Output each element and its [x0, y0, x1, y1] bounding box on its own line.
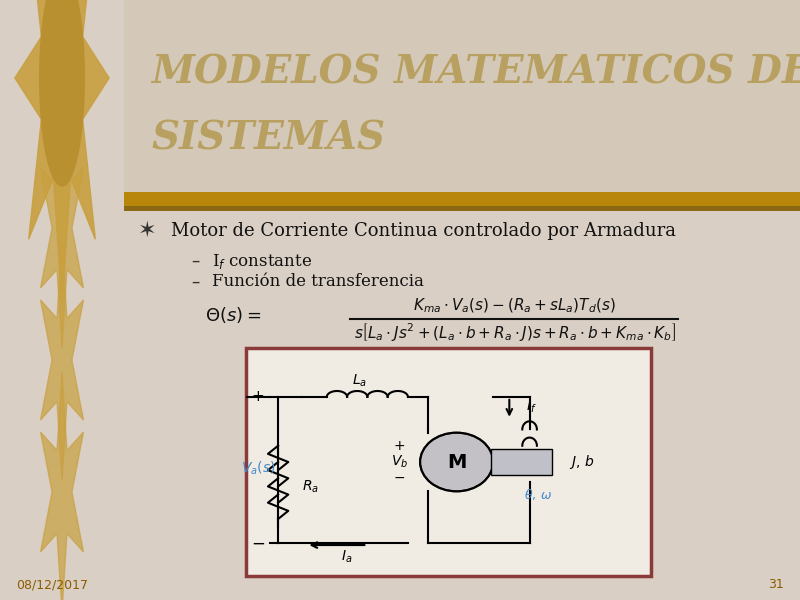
Circle shape	[420, 433, 493, 491]
Text: –: –	[192, 252, 200, 270]
Text: $V_a(s)$: $V_a(s)$	[241, 460, 275, 477]
Text: 08/12/2017: 08/12/2017	[16, 578, 88, 592]
Text: −: −	[394, 471, 406, 485]
Bar	[124, 192, 800, 207]
Polygon shape	[41, 108, 83, 348]
Text: $I_f$: $I_f$	[526, 398, 536, 415]
Text: MODELOS MATEMATICOS DE LOS: MODELOS MATEMATICOS DE LOS	[151, 53, 800, 91]
Text: $\theta,\, \omega$: $\theta,\, \omega$	[524, 487, 552, 502]
Text: SISTEMAS: SISTEMAS	[151, 119, 385, 157]
Circle shape	[40, 0, 84, 186]
Text: −: −	[251, 535, 265, 553]
Text: M: M	[447, 452, 466, 472]
Text: 31: 31	[768, 578, 784, 592]
Text: I$_f$ constante: I$_f$ constante	[212, 251, 312, 271]
Text: Función de transferencia: Función de transferencia	[212, 274, 424, 290]
Text: Motor de Corriente Continua controlado por Armadura: Motor de Corriente Continua controlado p…	[171, 222, 676, 240]
Text: $L_a$: $L_a$	[352, 373, 366, 389]
Polygon shape	[41, 372, 83, 600]
FancyBboxPatch shape	[124, 0, 800, 192]
Text: $I_a$: $I_a$	[342, 548, 353, 565]
FancyBboxPatch shape	[246, 348, 651, 576]
Text: $K_{ma}\cdot V_a(s) - (R_a + sL_a)T_d(s)$: $K_{ma}\cdot V_a(s) - (R_a + sL_a)T_d(s)…	[414, 297, 616, 315]
Text: $\Theta(s) = $: $\Theta(s) = $	[205, 305, 262, 325]
Text: $s\left[ L_a\cdot Js^2 + (L_a\cdot b + R_a\cdot J)s + R_a\cdot b + K_{ma}\cdot K: $s\left[ L_a\cdot Js^2 + (L_a\cdot b + R…	[354, 321, 676, 343]
Polygon shape	[41, 240, 83, 480]
Text: +: +	[251, 389, 264, 404]
Polygon shape	[15, 0, 109, 306]
Text: +: +	[394, 439, 406, 453]
Bar	[124, 206, 800, 211]
Text: $R_a$: $R_a$	[302, 478, 319, 494]
Text: –: –	[192, 273, 200, 291]
Bar	[491, 449, 552, 475]
Text: ✶: ✶	[138, 221, 156, 241]
Text: $V_b$: $V_b$	[390, 454, 408, 470]
Text: $J,\, b$: $J,\, b$	[570, 453, 595, 471]
